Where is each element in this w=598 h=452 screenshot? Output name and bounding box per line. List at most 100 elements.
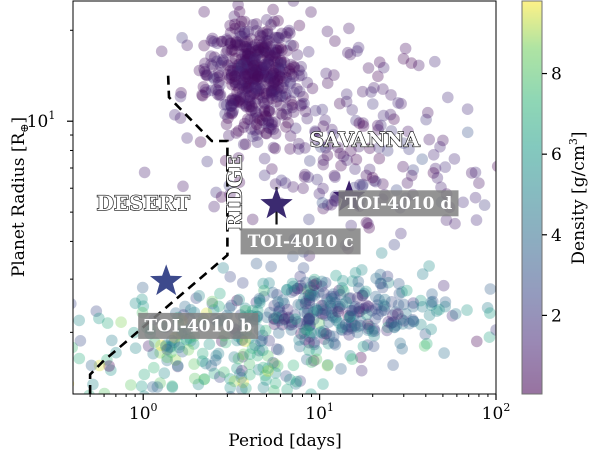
planet-point — [287, 181, 299, 193]
planet-point — [194, 136, 207, 148]
planet-point — [356, 180, 369, 192]
planet-point — [317, 182, 329, 195]
planet-point — [368, 174, 380, 187]
planet-point — [277, 63, 289, 76]
planet-point — [352, 306, 365, 318]
planet-point — [285, 324, 298, 336]
planet-point — [182, 344, 195, 356]
planet-point — [147, 381, 159, 393]
planet-point — [274, 58, 287, 70]
colorbar-tick-label: 6 — [551, 145, 562, 165]
planet-point — [173, 341, 185, 354]
planet-point — [165, 341, 177, 353]
planet-point — [221, 69, 234, 81]
planet-point — [287, 106, 300, 118]
planet-point — [234, 368, 246, 380]
planet-point — [395, 313, 408, 325]
planet-point — [228, 10, 241, 22]
planet-point — [206, 60, 219, 72]
planet-point — [213, 70, 226, 82]
planet-point — [294, 375, 307, 387]
planet-point — [198, 6, 210, 18]
planet-point — [309, 104, 322, 117]
planet-point — [353, 117, 366, 129]
planet-point — [239, 302, 252, 315]
planet-point — [258, 41, 270, 53]
planet-point — [250, 296, 263, 309]
plot-frame — [72, 0, 497, 395]
planet-point — [227, 64, 239, 77]
planet-point — [294, 279, 307, 292]
planet-point — [388, 113, 400, 125]
planet-point — [238, 91, 250, 103]
planet-point — [326, 292, 338, 305]
planet-point — [263, 122, 275, 134]
planet-point — [234, 30, 247, 43]
planet-point — [258, 284, 270, 297]
planet-point — [262, 362, 274, 374]
planet-point — [263, 35, 275, 47]
planet-point — [215, 60, 227, 72]
planet-point — [222, 112, 234, 124]
planet-point — [218, 366, 230, 379]
planet-point — [288, 284, 301, 297]
planet-point — [281, 26, 294, 39]
planet-point — [286, 277, 299, 290]
planet-point — [329, 194, 341, 207]
planet-point — [264, 123, 277, 135]
planet-point — [330, 314, 343, 327]
planet-point — [368, 323, 380, 335]
planet-point — [373, 56, 386, 68]
planet-point — [274, 71, 286, 83]
planet-point — [303, 311, 316, 324]
planet-point — [278, 56, 291, 69]
planet-point — [299, 333, 311, 346]
planet-point — [303, 297, 316, 309]
planet-point — [356, 264, 368, 276]
planet-point — [416, 268, 429, 280]
planet-point — [238, 27, 251, 39]
planet-point — [310, 345, 323, 357]
planet-point — [273, 315, 285, 327]
planet-point — [269, 51, 281, 64]
planet-point — [169, 109, 181, 121]
planet-point — [304, 155, 316, 167]
planet-point — [232, 1, 244, 11]
planet-point — [437, 134, 449, 147]
planet-point — [373, 293, 385, 306]
planet-point — [407, 300, 420, 313]
planet-point — [147, 347, 159, 360]
planet-point — [261, 13, 273, 26]
planet-point — [281, 303, 294, 316]
planet-point — [278, 314, 290, 326]
planet-point — [329, 35, 341, 47]
planet-point — [281, 103, 293, 115]
planet-point — [165, 346, 178, 358]
planet-point — [208, 73, 221, 85]
planet-point — [262, 46, 275, 59]
planet-point — [401, 284, 413, 297]
planet-point — [257, 96, 270, 108]
planet-point — [224, 37, 237, 49]
planet-point — [243, 53, 256, 65]
planet-point — [235, 62, 248, 74]
planet-point — [280, 88, 292, 100]
planet-point — [264, 54, 276, 66]
planet-point — [264, 306, 276, 319]
x-tick-label: 100 — [129, 401, 158, 424]
planet-point — [232, 62, 244, 75]
planet-point — [333, 302, 346, 315]
planet-point — [90, 305, 103, 318]
planet-point — [416, 301, 429, 313]
planet-point — [267, 356, 279, 369]
planet-point — [287, 280, 300, 293]
planet-point — [349, 300, 361, 313]
planet-point — [289, 313, 302, 326]
planet-point — [261, 35, 273, 47]
planet-point — [286, 316, 298, 329]
planet-point — [231, 362, 243, 375]
planet-point — [266, 92, 278, 105]
planet-point — [163, 341, 176, 353]
planet-point — [473, 177, 485, 189]
planet-point — [375, 305, 388, 317]
